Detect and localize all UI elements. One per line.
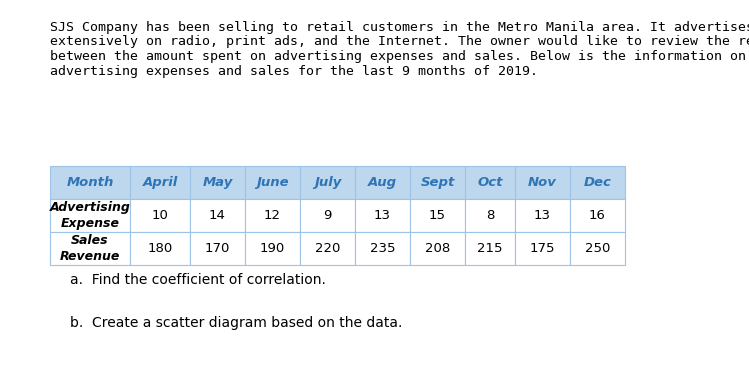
- Bar: [50, 166, 130, 199]
- Text: Sept: Sept: [420, 176, 455, 189]
- Bar: [300, 166, 355, 199]
- Text: 16: 16: [589, 209, 606, 222]
- Bar: [355, 166, 410, 199]
- Text: Advertising
Expense: Advertising Expense: [49, 202, 130, 229]
- Text: 9: 9: [324, 209, 332, 222]
- Text: July: July: [314, 176, 342, 189]
- Bar: [465, 199, 515, 232]
- Text: 220: 220: [315, 242, 340, 255]
- Bar: [130, 232, 190, 265]
- Text: 190: 190: [260, 242, 285, 255]
- Bar: [190, 232, 245, 265]
- Text: b.  Create a scatter diagram based on the data.: b. Create a scatter diagram based on the…: [70, 316, 402, 330]
- Text: 10: 10: [151, 209, 169, 222]
- Bar: [130, 166, 190, 199]
- Text: 215: 215: [477, 242, 503, 255]
- Bar: [570, 232, 625, 265]
- Text: Sales
Revenue: Sales Revenue: [60, 234, 120, 263]
- Bar: [570, 199, 625, 232]
- Bar: [515, 166, 570, 199]
- Text: Oct: Oct: [477, 176, 503, 189]
- Bar: [515, 232, 570, 265]
- Bar: [300, 199, 355, 232]
- Text: between the amount spent on advertising expenses and sales. Below is the informa: between the amount spent on advertising …: [50, 50, 746, 63]
- Bar: [245, 232, 300, 265]
- Bar: [355, 199, 410, 232]
- Bar: [50, 199, 130, 232]
- Text: 14: 14: [209, 209, 226, 222]
- Text: 15: 15: [429, 209, 446, 222]
- Bar: [245, 199, 300, 232]
- Text: May: May: [202, 176, 233, 189]
- Text: extensively on radio, print ads, and the Internet. The owner would like to revie: extensively on radio, print ads, and the…: [50, 35, 749, 48]
- Bar: [515, 199, 570, 232]
- Bar: [190, 199, 245, 232]
- Text: 180: 180: [148, 242, 172, 255]
- Bar: [465, 166, 515, 199]
- Bar: [50, 232, 130, 265]
- Text: Month: Month: [67, 176, 114, 189]
- Text: advertising expenses and sales for the last 9 months of 2019.: advertising expenses and sales for the l…: [50, 64, 538, 77]
- Bar: [245, 166, 300, 199]
- Text: 235: 235: [370, 242, 395, 255]
- Text: Aug: Aug: [368, 176, 397, 189]
- Text: 13: 13: [374, 209, 391, 222]
- Bar: [130, 199, 190, 232]
- Bar: [410, 166, 465, 199]
- Text: 13: 13: [534, 209, 551, 222]
- Bar: [190, 166, 245, 199]
- Bar: [465, 232, 515, 265]
- Text: 12: 12: [264, 209, 281, 222]
- Text: SJS Company has been selling to retail customers in the Metro Manila area. It ad: SJS Company has been selling to retail c…: [50, 21, 749, 34]
- Text: 208: 208: [425, 242, 450, 255]
- Text: Nov: Nov: [528, 176, 557, 189]
- Bar: [410, 232, 465, 265]
- Text: 170: 170: [204, 242, 230, 255]
- Text: a.  Find the coefficient of correlation.: a. Find the coefficient of correlation.: [70, 273, 326, 287]
- Bar: [570, 166, 625, 199]
- Bar: [355, 232, 410, 265]
- Text: 175: 175: [530, 242, 555, 255]
- Text: April: April: [142, 176, 178, 189]
- Bar: [410, 199, 465, 232]
- Text: Dec: Dec: [583, 176, 611, 189]
- Text: 250: 250: [585, 242, 610, 255]
- Text: June: June: [256, 176, 289, 189]
- Text: 8: 8: [486, 209, 494, 222]
- Bar: [300, 232, 355, 265]
